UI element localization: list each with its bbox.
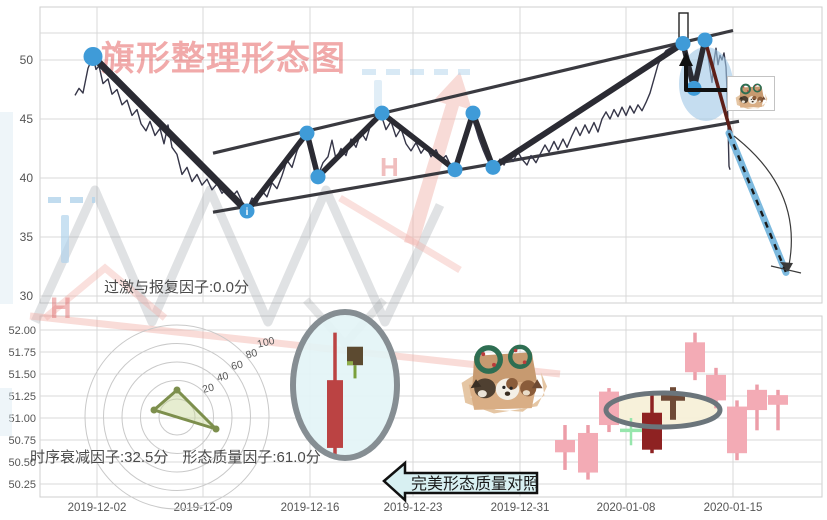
overreaction-factor-text: 过激与报复因子:0.0分 [104, 276, 249, 297]
svg-text:20: 20 [201, 381, 215, 396]
svg-text:2019-12-09: 2019-12-09 [174, 502, 233, 514]
composite-chart: 504540353052.0051.7551.5051.2551.0050.75… [0, 0, 827, 520]
puppies-in-box-image [458, 329, 548, 417]
svg-text:2020-01-15: 2020-01-15 [704, 502, 763, 514]
svg-text:51.25: 51.25 [8, 391, 36, 403]
time-decay-factor-text: 时序衰减因子:32.5分 [30, 446, 168, 467]
puppies-in-box-image-small [730, 79, 772, 109]
watermark-h-letter: H [50, 292, 72, 325]
svg-text:50.25: 50.25 [8, 479, 36, 491]
svg-text:2020-01-08: 2020-01-08 [597, 502, 656, 514]
svg-text:52.00: 52.00 [8, 325, 36, 337]
svg-text:2019-12-02: 2019-12-02 [68, 502, 127, 514]
svg-text:45: 45 [20, 112, 34, 126]
watermark-h-letter-2: H [380, 152, 399, 182]
watermark-title: 旗形整理形态图 [101, 40, 346, 78]
svg-text:40: 40 [20, 171, 34, 185]
svg-text:2019-12-16: 2019-12-16 [281, 502, 340, 514]
quality-factor-text: 形态质量因子:61.0分 [182, 446, 320, 467]
perfect-quality-label: 完美形态质量对照 [411, 475, 539, 493]
pattern-thumbnail-box [727, 76, 775, 111]
svg-text:51.50: 51.50 [8, 369, 36, 381]
svg-text:35: 35 [20, 230, 34, 244]
svg-text:100: 100 [256, 335, 276, 351]
svg-text:40: 40 [216, 370, 230, 385]
svg-text:51.00: 51.00 [8, 413, 36, 425]
svg-text:50: 50 [20, 53, 34, 67]
flag-pattern-chart-canvas: 504540353052.0051.7551.5051.2551.0050.75… [0, 0, 827, 520]
svg-text:51.75: 51.75 [8, 347, 36, 359]
perfect-quality-callout: 完美形态质量对照 [381, 460, 541, 504]
svg-text:80: 80 [244, 347, 258, 362]
svg-text:i: i [246, 207, 249, 218]
svg-text:60: 60 [230, 358, 244, 373]
svg-text:30: 30 [20, 289, 34, 303]
